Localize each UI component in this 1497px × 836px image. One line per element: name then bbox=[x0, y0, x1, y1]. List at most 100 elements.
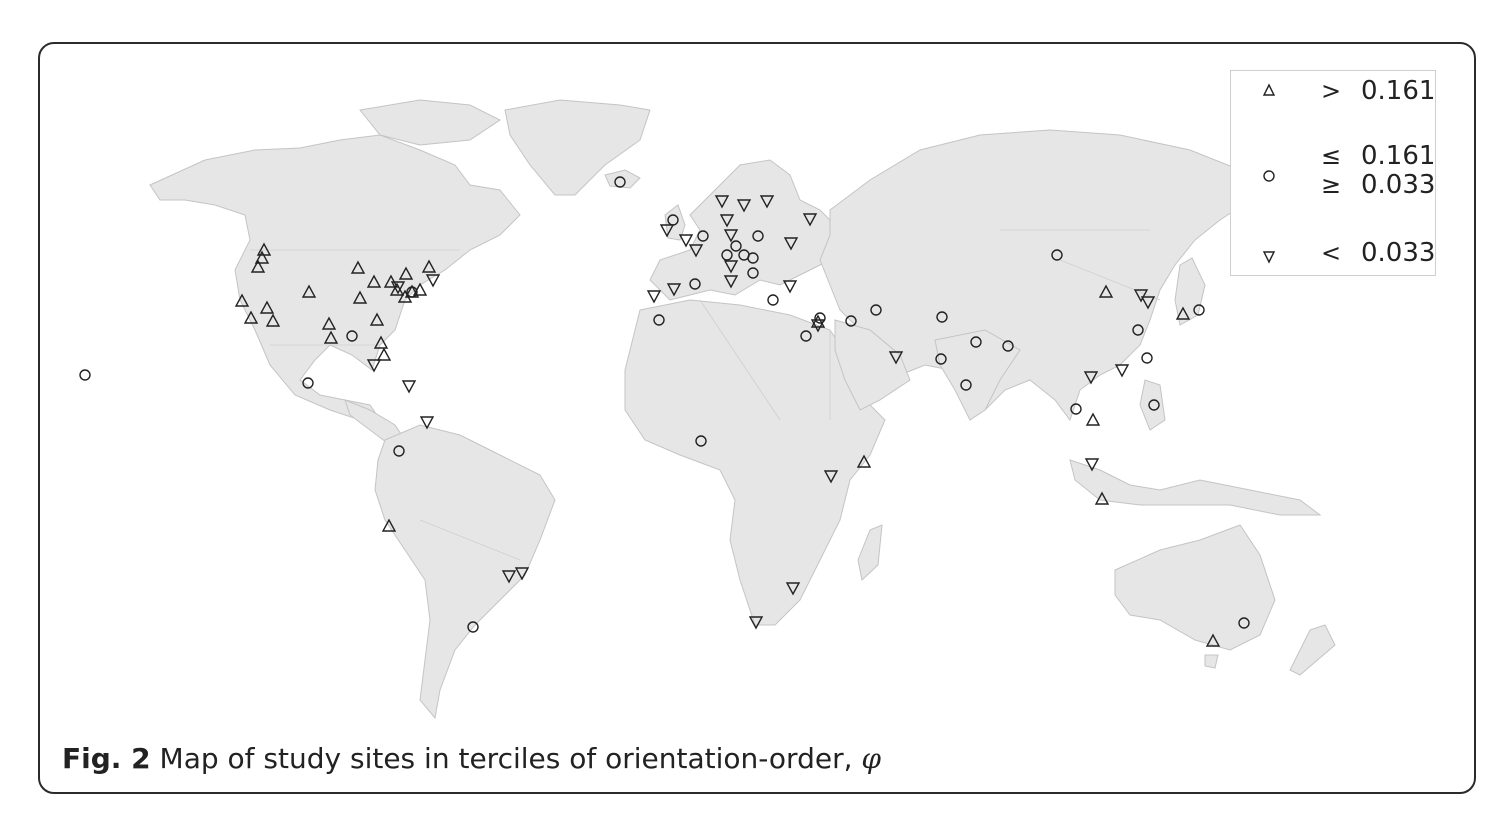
site-marker-triangle-up bbox=[421, 259, 437, 273]
site-marker-triangle-down bbox=[888, 351, 904, 365]
madagascar-landmass bbox=[857, 524, 883, 581]
site-marker-circle bbox=[695, 435, 707, 447]
site-marker-triangle-down bbox=[1140, 296, 1156, 310]
site-marker-triangle-down bbox=[719, 214, 735, 228]
land-masses bbox=[149, 99, 1336, 720]
site-marker-circle bbox=[302, 377, 314, 389]
site-marker-triangle-up bbox=[234, 293, 250, 307]
site-marker-triangle-up bbox=[243, 310, 259, 324]
figure-label: Fig. 2 bbox=[62, 742, 151, 775]
site-marker-circle bbox=[1193, 304, 1205, 316]
site-marker-circle bbox=[1002, 340, 1014, 352]
site-marker-circle bbox=[845, 315, 857, 327]
legend-value-bottom: 0.033 bbox=[1361, 170, 1436, 200]
site-marker-circle bbox=[467, 621, 479, 633]
site-marker-triangle-up bbox=[1094, 491, 1110, 505]
site-marker-triangle-up bbox=[398, 266, 414, 280]
site-marker-triangle-down bbox=[678, 234, 694, 248]
site-marker-triangle-down bbox=[646, 290, 662, 304]
site-marker-triangle-up bbox=[1098, 284, 1114, 298]
site-marker-triangle-down bbox=[666, 283, 682, 297]
site-marker-triangle-down bbox=[401, 380, 417, 394]
site-marker-triangle-up bbox=[250, 259, 266, 273]
arabia-landmass bbox=[834, 319, 911, 411]
new-zealand-landmass bbox=[1289, 624, 1336, 676]
philippines-landmass bbox=[1139, 379, 1166, 431]
site-marker-triangle-up bbox=[321, 316, 337, 330]
site-marker-triangle-down bbox=[419, 416, 435, 430]
site-marker-circle bbox=[653, 314, 665, 326]
site-marker-circle bbox=[1238, 617, 1250, 629]
figure-caption: Fig. 2 Map of study sites in terciles of… bbox=[62, 742, 881, 775]
site-marker-circle bbox=[614, 176, 626, 188]
north-america-landmass bbox=[149, 134, 521, 421]
site-marker-triangle-up bbox=[366, 274, 382, 288]
site-marker-circle bbox=[936, 311, 948, 323]
study-site-markers bbox=[79, 176, 1250, 647]
site-marker-circle bbox=[1132, 324, 1144, 336]
site-marker-triangle-down bbox=[425, 274, 441, 288]
site-marker-circle bbox=[697, 230, 709, 242]
figure-caption-symbol: φ bbox=[861, 742, 881, 775]
site-marker-triangle-down bbox=[723, 275, 739, 289]
figure-caption-text: Map of study sites in terciles of orient… bbox=[159, 742, 853, 775]
indonesia-landmass bbox=[1069, 459, 1322, 516]
site-marker-triangle-down bbox=[366, 359, 382, 373]
india-landmass bbox=[934, 329, 1021, 421]
site-marker-circle bbox=[752, 230, 764, 242]
site-marker-triangle-down bbox=[390, 281, 406, 295]
site-marker-circle bbox=[814, 312, 826, 324]
site-marker-triangle-down bbox=[1083, 371, 1099, 385]
site-marker-triangle-up bbox=[381, 518, 397, 532]
site-marker-triangle-down bbox=[823, 470, 839, 484]
site-marker-triangle-up bbox=[369, 312, 385, 326]
site-marker-circle bbox=[393, 445, 405, 457]
site-marker-triangle-down bbox=[723, 260, 739, 274]
legend-value-top: 0.161 bbox=[1361, 141, 1436, 171]
site-marker-triangle-down bbox=[1084, 458, 1100, 472]
site-marker-circle bbox=[730, 240, 742, 252]
site-marker-circle bbox=[1051, 249, 1063, 261]
site-marker-circle bbox=[747, 267, 759, 279]
site-marker-triangle-down bbox=[1133, 289, 1149, 303]
legend-item-mid: ≤ 0.161 ≥ 0.033 bbox=[1231, 141, 1437, 200]
site-marker-triangle-up bbox=[1205, 633, 1221, 647]
site-marker-triangle-down bbox=[748, 616, 764, 630]
site-marker-triangle-up bbox=[265, 313, 281, 327]
site-marker-circle bbox=[870, 304, 882, 316]
site-marker-triangle-up bbox=[376, 347, 392, 361]
site-marker-triangle-down bbox=[785, 582, 801, 596]
legend-item-low: < 0.033 bbox=[1231, 236, 1437, 276]
site-marker-circle bbox=[1141, 352, 1153, 364]
europe-landmass bbox=[649, 159, 841, 301]
site-marker-triangle-up bbox=[373, 335, 389, 349]
site-marker-circle bbox=[406, 286, 418, 298]
site-marker-triangle-up bbox=[397, 289, 413, 303]
site-marker-circle bbox=[935, 353, 947, 365]
site-marker-triangle-up bbox=[1085, 412, 1101, 426]
site-marker-triangle-up bbox=[1175, 306, 1191, 320]
site-marker-triangle-up bbox=[810, 314, 826, 328]
site-marker-triangle-down bbox=[714, 195, 730, 209]
site-marker-triangle-down bbox=[810, 319, 826, 333]
legend-value: 0.161 bbox=[1361, 76, 1436, 106]
site-marker-circle bbox=[79, 369, 91, 381]
circle-icon bbox=[1263, 170, 1275, 182]
legend-operator-top: ≤ bbox=[1320, 142, 1342, 170]
site-marker-triangle-up bbox=[259, 300, 275, 314]
legend-operator: > bbox=[1320, 77, 1342, 105]
site-marker-triangle-down bbox=[723, 229, 739, 243]
iceland-landmass bbox=[604, 169, 641, 189]
site-marker-triangle-down bbox=[783, 237, 799, 251]
map-legend: > 0.161 ≤ 0.161 ≥ 0.033 < 0.033 bbox=[1230, 70, 1436, 276]
legend-item-high: > 0.161 bbox=[1231, 71, 1437, 111]
site-marker-triangle-up bbox=[856, 454, 872, 468]
site-marker-circle bbox=[346, 330, 358, 342]
south-america-landmass bbox=[374, 424, 556, 720]
site-marker-triangle-down bbox=[659, 224, 675, 238]
triangle-up-icon bbox=[1262, 83, 1276, 96]
site-marker-triangle-down bbox=[688, 244, 704, 258]
site-marker-circle bbox=[960, 379, 972, 391]
site-marker-circle bbox=[767, 294, 779, 306]
triangle-down-icon bbox=[1262, 251, 1276, 264]
